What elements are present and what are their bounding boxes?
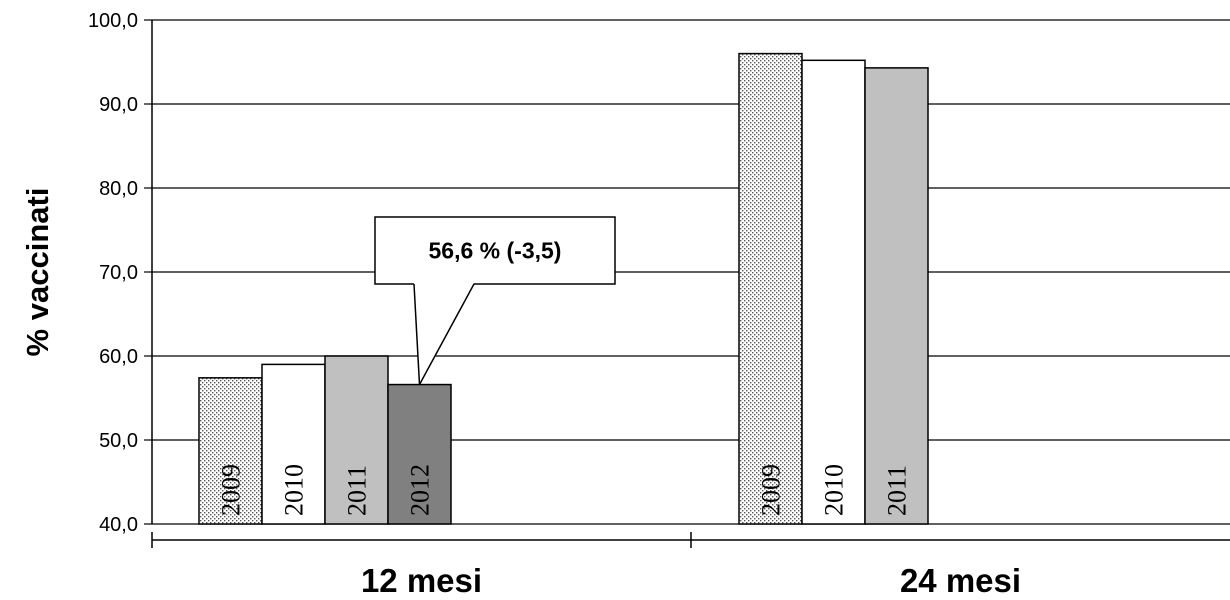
- bar-2009-12-mesi: [198, 377, 263, 525]
- bar-year-label: 2009: [757, 464, 786, 516]
- bars: 2009 2010 2011 2012 2009 2010 2011: [198, 52, 929, 525]
- x-category-label: 12 mesi: [361, 562, 482, 599]
- callout-box: [374, 216, 616, 285]
- y-tick-label: 90,0: [99, 94, 138, 116]
- x-axis-category-labels: 12 mesi 24 mesi: [361, 562, 1021, 599]
- y-tick-label: 50,0: [99, 430, 138, 452]
- y-tick-label: 60,0: [99, 346, 138, 368]
- bar-2011-12-mesi: [324, 355, 389, 525]
- bar-year-label: 2010: [820, 464, 849, 516]
- callout-pointer-edge: [413, 283, 421, 385]
- y-tick-label: 100,0: [88, 10, 138, 32]
- bar-year-label: 2011: [343, 465, 372, 516]
- bar-2011-24-mesi: [864, 67, 929, 525]
- axes: [144, 19, 1230, 548]
- bar-2012-12-mesi: [387, 383, 452, 525]
- y-axis-tick-labels: 40,0 50,0 60,0 70,0 80,0 90,0 100,0: [88, 10, 138, 536]
- annotation-callout: 56,6 % (-3,5): [374, 216, 616, 385]
- callout-pointer-edge: [418, 283, 475, 385]
- bar-year-label: 2009: [217, 464, 246, 516]
- bar-2010-24-mesi: [801, 59, 866, 525]
- bar-year-label: 2010: [280, 464, 309, 516]
- bar-2009-24-mesi: [738, 52, 803, 525]
- callout-text: 56,6 % (-3,5): [429, 238, 562, 264]
- bar-2010-12-mesi: [261, 363, 326, 525]
- y-tick-label: 80,0: [99, 178, 138, 200]
- y-tick-label: 40,0: [99, 514, 138, 536]
- bar-year-label: 2011: [883, 465, 912, 516]
- callout-pointer-fill: [414, 283, 474, 385]
- y-axis-title: % vaccinati: [20, 188, 55, 357]
- bar-year-label: 2012: [406, 464, 435, 516]
- y-tick-label: 70,0: [99, 262, 138, 284]
- x-category-label: 24 mesi: [900, 562, 1021, 599]
